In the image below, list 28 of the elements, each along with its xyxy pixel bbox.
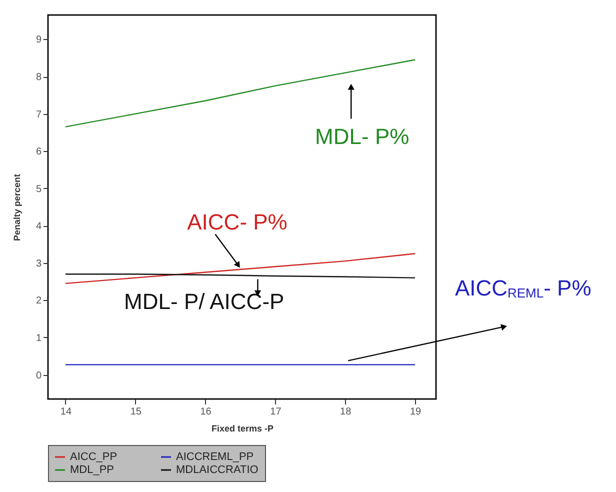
- y-tick-label: 1: [36, 332, 42, 344]
- x-tick-label: 15: [130, 406, 142, 418]
- y-tick-label: 3: [36, 258, 42, 270]
- annotation: MDL- P/ AICC-P: [124, 289, 284, 314]
- y-tick-label: 6: [36, 146, 42, 158]
- legend-label: AICC_PP: [70, 451, 118, 463]
- legend-label: AICCREML_PP: [176, 451, 254, 463]
- y-axis-title: Penalty percent: [12, 174, 22, 242]
- line-series: [64, 59, 416, 128]
- annotation: AICC- P%: [187, 209, 288, 234]
- y-tick-label: 9: [36, 34, 42, 46]
- x-tick-label: 17: [270, 406, 282, 418]
- y-tick-label: 8: [36, 72, 42, 84]
- legend-label: MDL_PP: [70, 464, 114, 476]
- x-tick-label: 19: [410, 406, 422, 418]
- x-tick-label: 18: [340, 406, 352, 418]
- annotation: MDL- P%: [315, 124, 410, 149]
- legend-label: MDLAICCRATIO: [176, 464, 259, 476]
- y-tick-label: 4: [36, 221, 42, 232]
- x-axis-title: Fixed terms -P: [211, 424, 274, 434]
- x-tick-label: 16: [200, 406, 212, 418]
- annotation: AICCREML- P%: [454, 276, 592, 301]
- x-tick-label: 14: [60, 406, 72, 418]
- y-tick-label: 2: [36, 296, 42, 307]
- line-series: [64, 253, 416, 284]
- y-tick-label: 7: [36, 109, 42, 120]
- y-tick-label: 0: [36, 370, 42, 382]
- y-tick-label: 5: [36, 184, 42, 195]
